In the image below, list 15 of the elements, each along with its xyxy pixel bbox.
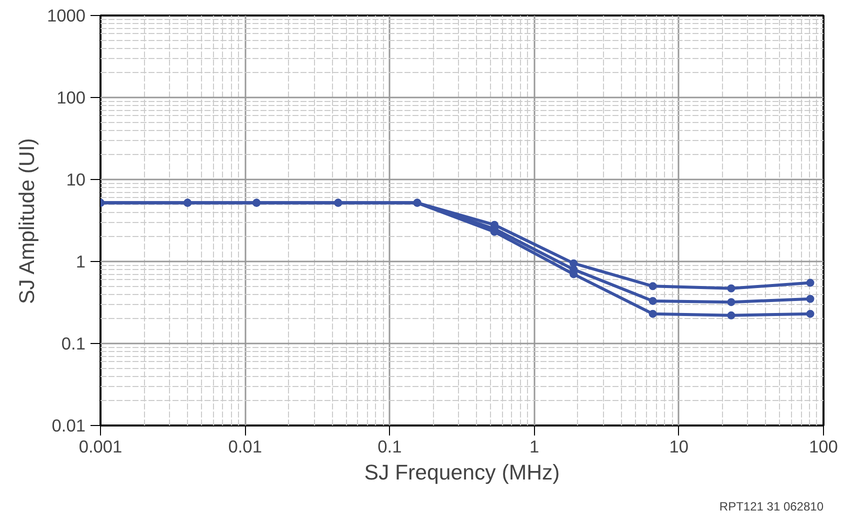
x-tick-label: 0.01	[228, 436, 262, 456]
x-tick-label: 0.1	[378, 436, 402, 456]
y-tick-label: 0.01	[52, 416, 86, 436]
y-tick-label: 1000	[46, 6, 86, 26]
text: RPT121 31 062810	[719, 500, 824, 514]
x-tick-label: 100	[809, 436, 838, 456]
y-tick-label: 100	[56, 88, 86, 108]
x-axis-title: SJ Frequency (MHz)	[364, 460, 560, 484]
y-tick-label: 10	[66, 170, 86, 190]
y-tick-label: 1	[76, 252, 86, 272]
x-tick-label: 1	[529, 436, 540, 456]
x-tick-label: 10	[669, 436, 689, 456]
y-tick-label: 0.1	[61, 334, 86, 354]
y-axis-title: SJ Amplitude (UI)	[14, 138, 39, 304]
x-tick-label: 0.001	[78, 436, 122, 456]
